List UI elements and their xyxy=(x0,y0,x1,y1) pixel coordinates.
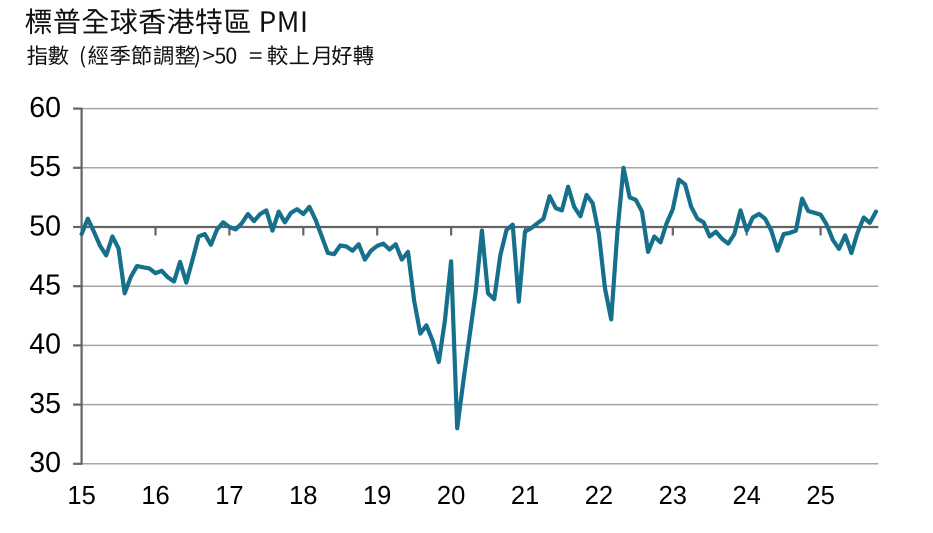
svg-text:35: 35 xyxy=(29,388,61,420)
svg-text:19: 19 xyxy=(363,482,391,510)
svg-text:25: 25 xyxy=(806,482,834,510)
svg-text:15: 15 xyxy=(67,482,95,510)
svg-text:18: 18 xyxy=(289,482,317,510)
svg-text:30: 30 xyxy=(29,447,61,479)
svg-text:22: 22 xyxy=(585,482,613,510)
svg-text:55: 55 xyxy=(29,151,61,183)
svg-text:16: 16 xyxy=(141,482,169,510)
svg-text:60: 60 xyxy=(29,92,61,124)
svg-text:45: 45 xyxy=(29,270,61,302)
svg-text:20: 20 xyxy=(437,482,465,510)
svg-text:40: 40 xyxy=(29,329,61,361)
svg-text:23: 23 xyxy=(659,482,687,510)
svg-text:50: 50 xyxy=(29,210,61,242)
svg-text:17: 17 xyxy=(215,482,243,510)
svg-text:21: 21 xyxy=(511,482,539,510)
svg-text:24: 24 xyxy=(733,482,761,510)
